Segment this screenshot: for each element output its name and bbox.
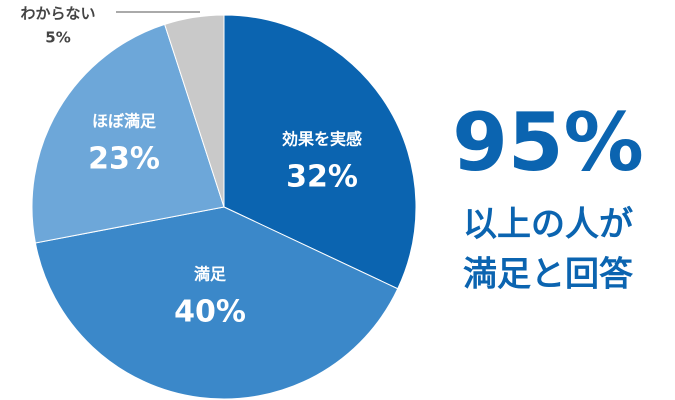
- slice-label: ほぼ満足: [92, 112, 157, 131]
- slice-value-label: 5%: [45, 29, 70, 47]
- pie-slice: [34, 206, 399, 400]
- slice-value-label: 40%: [174, 295, 246, 330]
- pie-slice: [164, 14, 225, 208]
- pie-slice: [31, 23, 225, 244]
- pie-slice: [223, 14, 417, 290]
- slice-value-label: 23%: [88, 142, 160, 177]
- headline: 95%: [452, 96, 643, 189]
- headline-line: 満足と回答: [463, 255, 634, 295]
- slice-label: わからない: [20, 5, 95, 23]
- slice-label: 満足: [194, 265, 227, 284]
- slice-label: 効果を実感: [282, 130, 362, 149]
- slice-value-label: 32%: [286, 160, 358, 195]
- headline-line: 以上の人が: [463, 205, 633, 245]
